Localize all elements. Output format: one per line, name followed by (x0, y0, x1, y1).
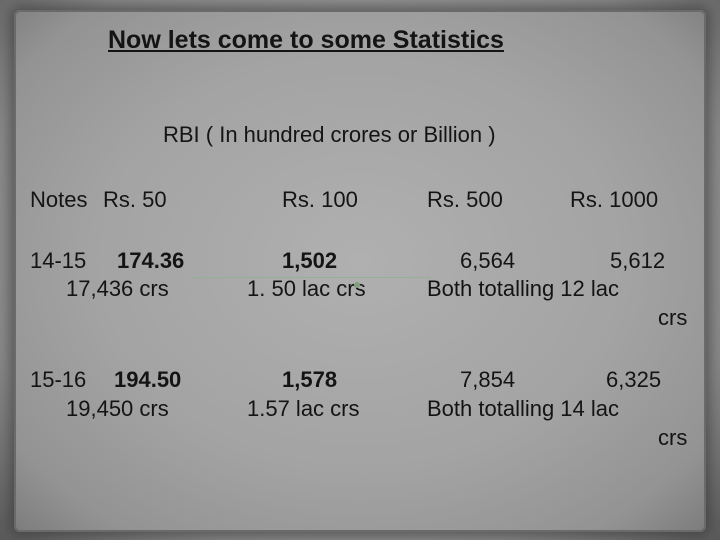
row-rs50-crs: 17,436 crs (66, 276, 169, 301)
row-rs100-lac: 1.57 lac crs (247, 396, 360, 421)
header-rs1000: Rs. 1000 (570, 187, 659, 212)
row-total-unit: crs (658, 425, 688, 450)
header-rs100: Rs. 100 (282, 187, 358, 212)
row-rs50-value: 194.50 (114, 367, 182, 392)
row-rs1000-value: 6,325 (606, 367, 662, 392)
header-rs50: Rs. 50 (103, 187, 167, 212)
header-rs500: Rs. 500 (427, 187, 503, 212)
slide-subtitle: RBI ( In hundred crores or Billion ) (163, 122, 496, 147)
row-rs50-crs: 19,450 crs (66, 396, 169, 421)
row-year: 14-15 (30, 248, 87, 273)
slide-frame (14, 10, 706, 532)
slide-title: Now lets come to some Statistics (108, 26, 504, 54)
row-rs50-value: 174.36 (117, 248, 185, 273)
row-rs100-lac: 1. 50 lac crs (247, 276, 366, 301)
divider-line (190, 277, 430, 278)
header-notes: Notes (30, 187, 88, 212)
row-total-line: Both totalling 14 lac (427, 396, 620, 421)
row-total-unit: crs (658, 305, 688, 330)
row-rs100-value: 1,502 (282, 248, 338, 273)
row-rs500-value: 6,564 (460, 248, 516, 273)
row-rs500-value: 7,854 (460, 367, 516, 392)
row-total-line: Both totalling 12 lac (427, 276, 620, 301)
divider-dot (354, 282, 360, 288)
row-rs1000-value: 5,612 (610, 248, 666, 273)
row-year: 15-16 (30, 367, 87, 392)
row-rs100-value: 1,578 (282, 367, 338, 392)
